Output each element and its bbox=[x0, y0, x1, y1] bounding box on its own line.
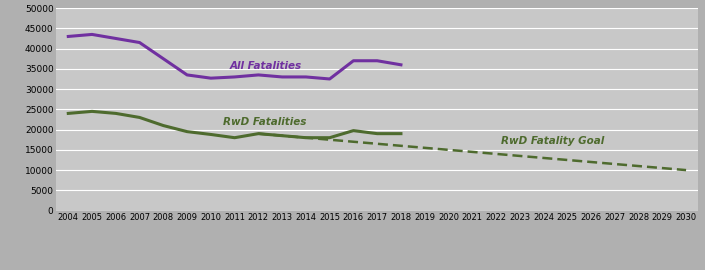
Text: RwD Fatality Goal: RwD Fatality Goal bbox=[501, 136, 604, 146]
Text: RwD Fatalities: RwD Fatalities bbox=[223, 117, 306, 127]
Text: All Fatalities: All Fatalities bbox=[230, 61, 302, 71]
